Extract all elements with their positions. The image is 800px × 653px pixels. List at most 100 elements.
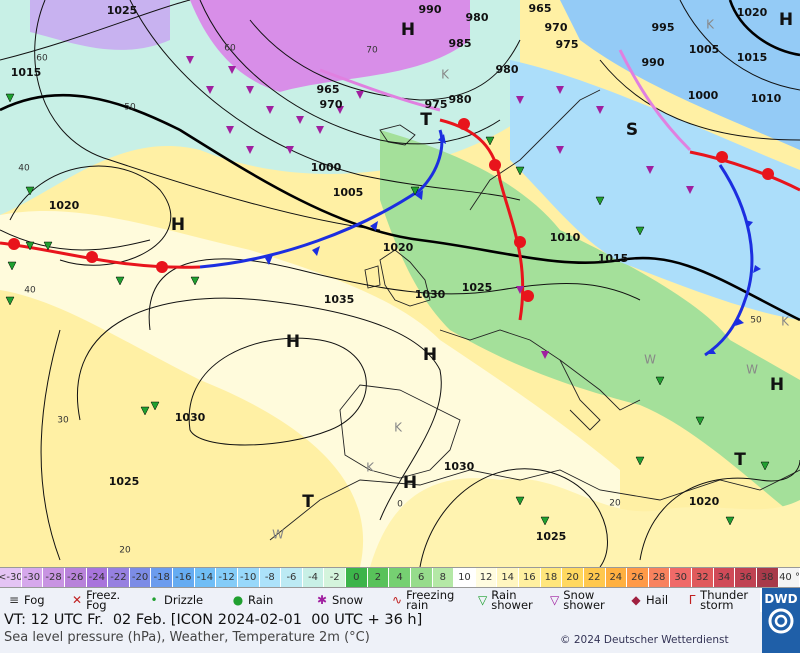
weather-item: ≡ Fog — [8, 588, 45, 612]
pressure-system: H — [401, 20, 415, 40]
cold-area — [510, 60, 800, 320]
pressure-label: 1005 — [333, 186, 364, 199]
pressure-label: 1005 — [689, 43, 720, 56]
scale-cell: -2 — [324, 568, 346, 587]
rain-symbol — [695, 416, 705, 426]
pressure-system: H — [403, 473, 417, 493]
snow-symbol — [186, 56, 194, 64]
mild-area — [0, 210, 620, 567]
pressure-label: 1000 — [311, 161, 342, 174]
pressure-label: 1025 — [109, 475, 140, 488]
scale-cell: 16 — [519, 568, 541, 587]
pressure-label: 975 — [425, 98, 448, 111]
grid-label: 50 — [750, 316, 762, 326]
pressure-label: 980 — [466, 11, 489, 24]
front-triangles — [265, 134, 761, 354]
rain-symbol — [485, 136, 495, 146]
footer: VT: 12 UTC Fr. 02 Feb. [ICON 2024-02-01 … — [0, 612, 762, 653]
rain-symbol — [515, 496, 525, 506]
weather-item: Γ Thunder storm — [688, 588, 758, 612]
pressure-system: S — [626, 120, 638, 140]
snow-symbol — [316, 126, 324, 134]
snow-symbol — [556, 146, 564, 154]
pressure-label: 965 — [317, 83, 340, 96]
main-isobars — [0, 0, 800, 322]
rain-symbol — [25, 241, 35, 251]
weather-icon: ● — [232, 593, 244, 607]
rain-symbol — [635, 226, 645, 236]
weather-label: Rain — [248, 593, 274, 607]
weather-icon: ≡ — [8, 593, 20, 607]
scale-cell: -30 — [21, 568, 44, 587]
scale-cell: -28 — [43, 568, 65, 587]
snow-symbol — [596, 106, 604, 114]
weather-item: ◆ Hail — [630, 588, 668, 612]
arctic-area — [30, 0, 170, 50]
pressure-label: 970 — [320, 98, 343, 111]
weather-item: ✕ Freez. Fog — [72, 588, 134, 612]
secondary-system: W — [746, 363, 758, 377]
front-symbols — [8, 118, 774, 302]
scale-cell: 10 — [454, 568, 476, 587]
rain-symbol — [115, 276, 125, 286]
grid-label: 60 — [224, 44, 236, 54]
rain-symbol — [5, 93, 15, 103]
scale-cell: 8 — [432, 568, 455, 587]
greenland-area — [190, 0, 470, 92]
weather-item: ▽ Rain shower — [478, 588, 540, 612]
weather-label: Thunder storm — [700, 588, 749, 612]
pressure-label: 975 — [556, 38, 579, 51]
dwd-logo: DWD — [762, 588, 800, 653]
pressure-label: 1020 — [689, 495, 720, 508]
snow-symbol — [516, 96, 524, 104]
scale-cell: 2 — [367, 568, 390, 587]
scale-cell: -10 — [237, 568, 260, 587]
snow-symbol — [336, 106, 344, 114]
isobars — [0, 0, 800, 567]
snow-symbol — [356, 91, 364, 99]
scale-cell: -24 — [86, 568, 109, 587]
scale-cell: -4 — [302, 568, 325, 587]
scale-cell: 30 — [670, 568, 692, 587]
pressure-label: 1015 — [598, 252, 629, 265]
pressure-label: 1025 — [462, 281, 493, 294]
rain-symbol — [725, 516, 735, 526]
weather-item: ● Rain — [232, 588, 274, 612]
snow-symbol — [556, 86, 564, 94]
valid-time: VT: 12 UTC Fr. 02 Feb. [ICON 2024-02-01 … — [4, 612, 423, 628]
rain-symbol — [760, 461, 770, 471]
secondary-system: K — [366, 461, 375, 475]
snow-symbol — [286, 146, 294, 154]
snow-symbol — [266, 106, 274, 114]
weather-icon: ∿ — [392, 593, 403, 607]
secondary-system: W — [272, 528, 284, 542]
scale-cell: 34 — [713, 568, 736, 587]
copyright: © 2024 Deutscher Wetterdienst — [560, 634, 729, 646]
secondary-system: K — [781, 315, 790, 329]
grid-label: 50 — [124, 103, 136, 113]
pressure-label: 970 — [545, 21, 568, 34]
pressure-label: 1025 — [107, 4, 138, 17]
scale-cell: -8 — [259, 568, 282, 587]
cold-front — [199, 129, 754, 357]
snow-symbol — [246, 146, 254, 154]
snow-symbol — [206, 86, 214, 94]
logo-swirl — [768, 608, 794, 634]
grid-label: 40 — [24, 286, 36, 296]
pressure-label: 1000 — [688, 89, 719, 102]
pressure-label: 1035 — [324, 293, 355, 306]
snow-symbol — [228, 66, 236, 74]
pressure-system: T — [420, 110, 432, 130]
pressure-label: 1010 — [550, 231, 581, 244]
pressure-label: 985 — [449, 37, 472, 50]
temperature-scale: <-30-30-28-26-24-22-20-18-16-14-12-10-8-… — [0, 567, 800, 588]
scale-cell: 14 — [497, 568, 519, 587]
snow-symbol — [541, 351, 549, 359]
pressure-system: T — [302, 492, 314, 512]
snow-symbol — [246, 86, 254, 94]
rain-symbol — [25, 186, 35, 196]
rain-symbol — [595, 196, 605, 206]
rain-symbol — [190, 276, 200, 286]
scale-cell: 0 — [346, 568, 368, 587]
